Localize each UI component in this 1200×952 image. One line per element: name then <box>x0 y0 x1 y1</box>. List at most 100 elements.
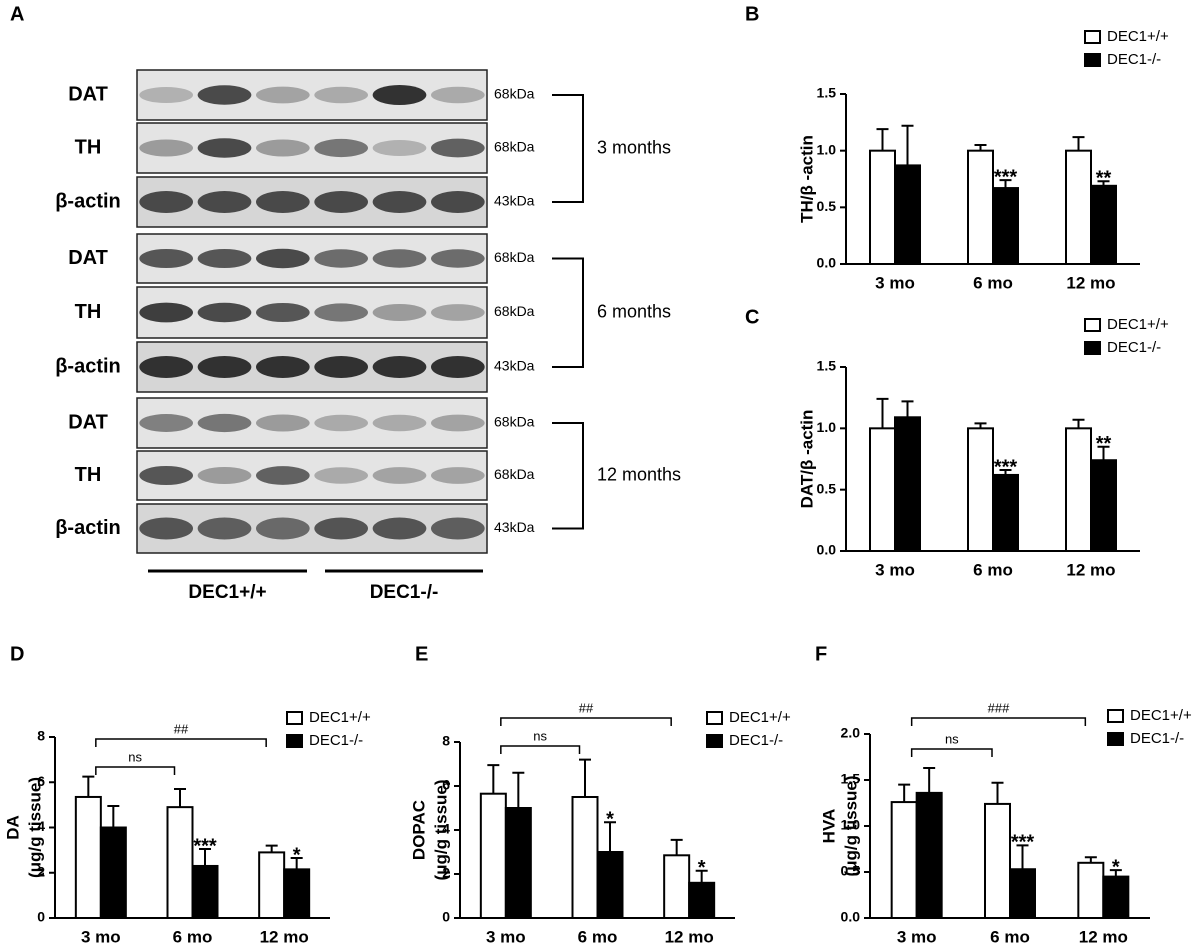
blot-band <box>197 85 252 105</box>
y-tick-label: 6 <box>442 777 450 793</box>
x-tick-label: 12 mo <box>260 927 309 946</box>
panel-letter: C <box>745 306 759 328</box>
blot-band <box>431 86 485 104</box>
blot-band <box>256 248 310 269</box>
blot-band <box>139 414 194 432</box>
row-label: β-actin <box>55 517 121 539</box>
size-label: 68kDa <box>494 414 535 430</box>
legend-swatch <box>1107 709 1124 723</box>
bar <box>479 792 507 920</box>
error-bar <box>1072 418 1085 429</box>
legend-swatch <box>286 711 303 725</box>
blot-band <box>256 414 310 432</box>
error-bar <box>923 767 936 793</box>
blot-band <box>372 467 427 484</box>
error-bar <box>199 847 211 866</box>
error-bar <box>604 821 616 852</box>
blot-frame <box>136 450 488 501</box>
period-label: 12 months <box>597 465 681 485</box>
legend-label: DEC1+/+ <box>1107 316 1169 333</box>
y-tick-label: 1.0 <box>817 141 837 157</box>
bracket <box>552 257 584 368</box>
error-bar <box>876 397 889 429</box>
blot-frame <box>136 176 488 228</box>
bar <box>596 851 624 919</box>
legend-label: DEC1+/+ <box>1130 707 1192 724</box>
blot-band <box>372 356 427 378</box>
y-tick-label: 0.0 <box>817 542 837 558</box>
bar <box>504 807 532 919</box>
bar <box>663 854 691 919</box>
legend-swatch <box>1084 318 1101 332</box>
blot-band <box>431 414 485 432</box>
y-tick-label: 0 <box>37 909 45 925</box>
bar <box>869 427 896 553</box>
legend-swatch <box>1084 53 1101 67</box>
size-label: 43kDa <box>494 519 535 535</box>
bar <box>74 795 102 919</box>
y-axis-label: TH/β -actin <box>797 135 816 223</box>
y-tick-label: 1.5 <box>817 85 837 101</box>
row-label: TH <box>75 136 102 158</box>
y-tick-label: 8 <box>442 733 450 749</box>
period-label: 6 months <box>597 302 671 322</box>
panel-letter: B <box>745 3 759 25</box>
row-label: TH <box>75 464 102 486</box>
blot-band <box>256 86 310 104</box>
blot-frame <box>136 233 488 284</box>
blot-band <box>197 467 252 484</box>
bar <box>283 868 311 920</box>
blot-band <box>314 467 368 484</box>
period-label: 3 months <box>597 137 671 157</box>
bar <box>99 826 127 919</box>
error-bar <box>107 805 120 828</box>
y-tick-label: 1.0 <box>817 419 837 435</box>
y-tick-label: 4 <box>37 818 45 834</box>
row-label: DAT <box>68 247 108 269</box>
blot-frame <box>136 341 488 393</box>
error-bar <box>579 758 591 797</box>
legend-swatch <box>1084 341 1101 355</box>
comparison-bracket <box>500 717 672 726</box>
blot-frame <box>136 397 488 449</box>
blot-band <box>314 517 368 540</box>
blot-band <box>431 467 485 484</box>
group-label: DEC1-/- <box>370 582 439 603</box>
blot-band <box>139 248 194 269</box>
blot-band <box>197 191 252 213</box>
legend-swatch <box>706 711 723 725</box>
blot-band <box>139 191 194 213</box>
significance-label: *** <box>994 166 1018 188</box>
blot-band <box>139 86 194 104</box>
blot-frame <box>136 503 488 554</box>
blot-band <box>197 517 252 540</box>
significance-label: ** <box>1096 168 1112 190</box>
panel-letter: D <box>10 643 24 665</box>
bar <box>1090 459 1117 552</box>
blot-band <box>197 248 252 269</box>
blot-band <box>431 249 485 268</box>
x-tick-label: 3 mo <box>875 560 915 579</box>
legend-label: DEC1-/- <box>1107 339 1161 356</box>
comparison-bracket <box>95 738 267 747</box>
blot-band <box>197 413 252 433</box>
x-tick-label: 12 mo <box>1066 273 1115 292</box>
bracket <box>552 94 584 203</box>
x-tick-label: 6 mo <box>973 560 1013 579</box>
size-label: 68kDa <box>494 249 535 265</box>
blot-band <box>256 356 310 378</box>
blot-band <box>139 139 194 157</box>
y-tick-label: 0.0 <box>817 255 837 271</box>
y-axis-label: (μg/g tissue) <box>431 779 450 880</box>
row-label: β-actin <box>55 190 121 212</box>
blot-band <box>139 302 194 323</box>
y-tick-label: 2 <box>442 865 450 881</box>
blot-band <box>372 139 427 157</box>
bar <box>992 473 1019 552</box>
comparison-bracket <box>95 766 176 775</box>
significance-label: *** <box>193 835 217 857</box>
legend-swatch <box>1107 732 1124 746</box>
significance-label: * <box>293 844 301 866</box>
bar <box>1065 149 1092 266</box>
